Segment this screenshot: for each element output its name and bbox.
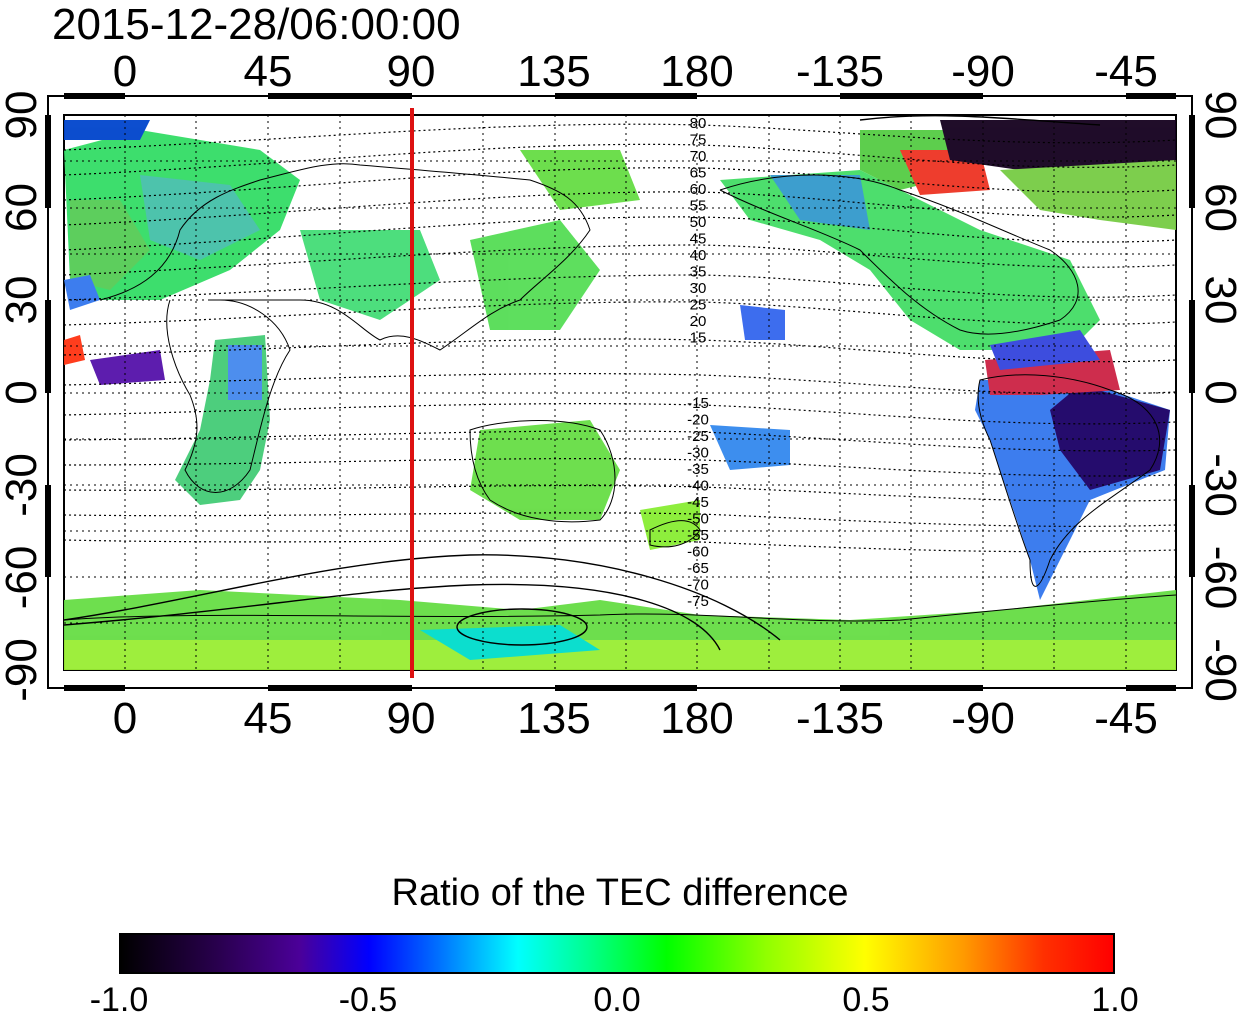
contour-label: -60	[687, 544, 709, 561]
left-lat-tick-label: 0	[0, 380, 46, 404]
contour-label: -55	[687, 527, 709, 544]
tec-ratio-patches	[64, 120, 1176, 670]
contour-label: -15	[687, 395, 709, 412]
contour-label: -40	[687, 478, 709, 495]
bottom-lon-tick-label: 45	[244, 694, 293, 743]
left-lat-tick-label: -90	[0, 638, 46, 702]
top-lon-tick-label: 90	[387, 47, 436, 96]
contour-label: -70	[687, 577, 709, 594]
right-lat-tick-label: -90	[1196, 638, 1240, 702]
contour-label: -30	[687, 445, 709, 462]
bottom-lon-tick-label: 180	[660, 694, 733, 743]
colorbar-title: Ratio of the TEC difference	[391, 872, 849, 914]
bottom-lon-tick-label: 0	[113, 694, 137, 743]
colorbar-tick-label: -0.5	[338, 981, 398, 1019]
colorbar-tick-label: 0.0	[593, 981, 641, 1019]
colorbar-tick-label: 1.0	[1091, 981, 1139, 1019]
colorbar	[119, 933, 1115, 974]
top-longitude-ticks: 0 45 90 135 180 -135 -90 -45	[113, 47, 1158, 96]
magnetic-latitude-contours	[64, 123, 1176, 553]
contour-label: 55	[690, 198, 707, 215]
coastlines	[64, 163, 1176, 622]
contour-label: -50	[687, 511, 709, 528]
contour-label: -75	[687, 593, 709, 610]
contour-label: 75	[690, 132, 707, 149]
frame-tick-marks	[45, 93, 1195, 691]
contour-label: 40	[690, 247, 707, 264]
left-latitude-ticks: 90 60 30 0 -30 -60 -90	[0, 91, 46, 702]
left-lat-tick-label: -30	[0, 453, 46, 517]
left-lat-tick-label: 90	[0, 91, 46, 140]
left-lat-tick-label: -60	[0, 546, 46, 610]
contour-label: 45	[690, 231, 707, 248]
top-lon-tick-label: -90	[951, 47, 1015, 96]
right-lat-tick-label: 90	[1196, 91, 1240, 140]
contour-label: -35	[687, 461, 709, 478]
contour-label: -45	[687, 494, 709, 511]
contour-label: 70	[690, 148, 707, 165]
right-latitude-ticks: 90 60 30 0 -30 -60 -90	[1196, 91, 1240, 702]
contour-label: -65	[687, 560, 709, 577]
tec-map: 0 45 90 135 180 -135 -90 -45 0 45 90 135 180 -135 -90…	[0, 47, 1240, 743]
right-lat-tick-label: 60	[1196, 183, 1240, 232]
contour-label: 60	[690, 181, 707, 198]
bottom-lon-tick-label: -90	[951, 694, 1015, 743]
southern-oval-contours	[64, 115, 1101, 651]
right-lat-tick-label: -60	[1196, 546, 1240, 610]
colorbar-tick-label: -1.0	[89, 981, 149, 1019]
bottom-lon-tick-label: 90	[387, 694, 436, 743]
contour-label: -20	[687, 412, 709, 429]
contour-label: 80	[690, 115, 707, 132]
contour-label: 65	[690, 165, 707, 182]
top-lon-tick-label: 0	[113, 47, 137, 96]
bottom-lon-tick-label: -135	[796, 694, 884, 743]
contour-label: 15	[690, 330, 707, 347]
right-lat-tick-label: -30	[1196, 453, 1240, 517]
right-lat-tick-label: 30	[1196, 276, 1240, 325]
colorbar-tick-label: 0.5	[842, 981, 890, 1019]
top-lon-tick-label: 135	[517, 47, 590, 96]
top-lon-tick-label: -45	[1094, 47, 1158, 96]
top-lon-tick-label: 180	[660, 47, 733, 96]
contour-label: 20	[690, 313, 707, 330]
left-lat-tick-label: 30	[0, 276, 46, 325]
right-lat-tick-label: 0	[1196, 380, 1240, 404]
contour-label: 50	[690, 214, 707, 231]
top-lon-tick-label: 45	[244, 47, 293, 96]
contour-label: -25	[687, 428, 709, 445]
contour-label: 35	[690, 264, 707, 281]
contour-label: 25	[690, 297, 707, 314]
bottom-lon-tick-label: -45	[1094, 694, 1158, 743]
timestamp-title: 2015-12-28/06:00:00	[52, 0, 461, 49]
left-lat-tick-label: 60	[0, 183, 46, 232]
bottom-longitude-ticks: 0 45 90 135 180 -135 -90 -45	[113, 694, 1158, 743]
contour-label: 30	[690, 280, 707, 297]
top-lon-tick-label: -135	[796, 47, 884, 96]
bottom-lon-tick-label: 135	[517, 694, 590, 743]
